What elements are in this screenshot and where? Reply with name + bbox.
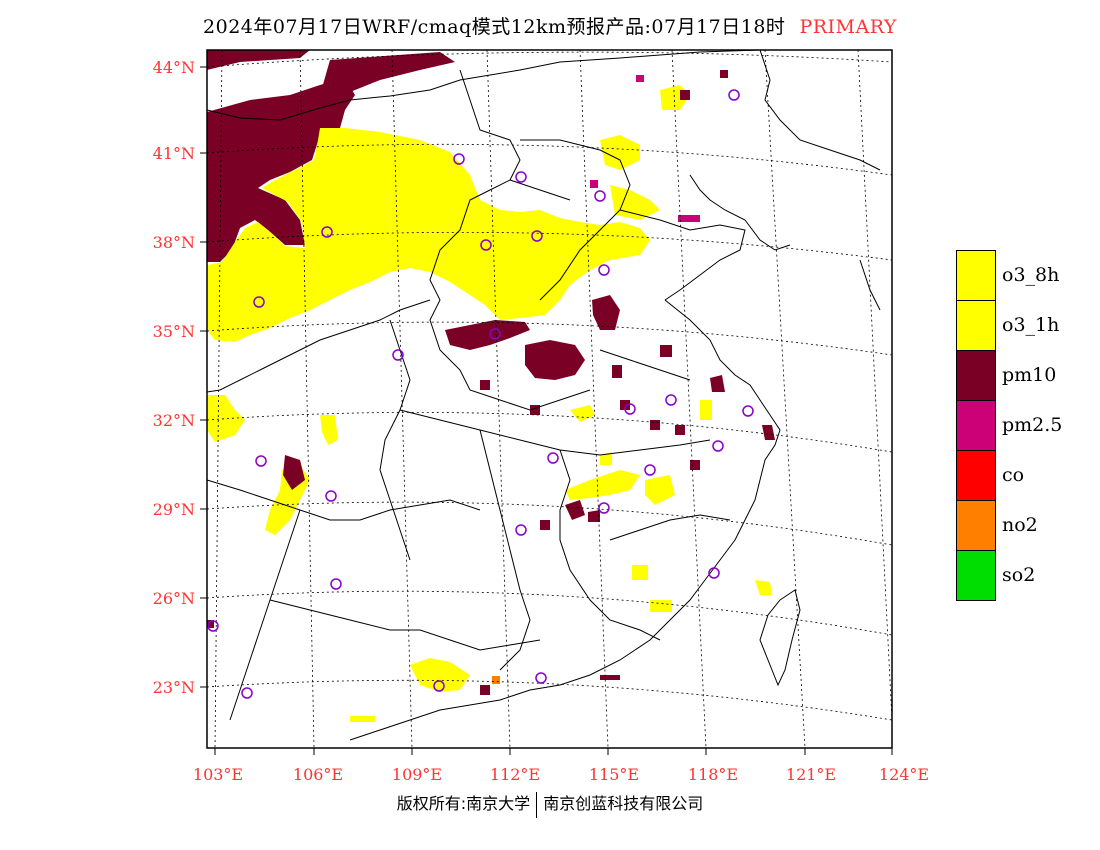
legend-label: o3_8h — [1002, 264, 1060, 286]
map-title: 2024年07月17日WRF/cmaq模式12km预报产品:07月17日18时 P… — [0, 12, 1100, 39]
legend-label: co — [1002, 464, 1025, 486]
lon-label: 115°E — [589, 765, 639, 784]
lat-label: 38°N — [153, 233, 195, 252]
legend-swatch — [956, 400, 996, 451]
lat-label: 41°N — [153, 144, 195, 163]
lat-label: 23°N — [153, 678, 195, 697]
legend-swatch — [956, 550, 996, 601]
no2-patches — [492, 676, 500, 684]
legend-label: so2 — [1002, 564, 1036, 586]
lat-label: 26°N — [153, 589, 195, 608]
lat-label: 32°N — [153, 411, 195, 430]
lon-label: 118°E — [688, 765, 738, 784]
lon-label: 121°E — [786, 765, 836, 784]
pm10-patches — [207, 70, 775, 695]
station-markers — [207, 89, 754, 699]
lat-label: 44°N — [153, 58, 195, 77]
lat-labels: 44°N 41°N 38°N 35°N 32°N 29°N 26°N 23°N — [153, 58, 195, 697]
map-frame — [206, 49, 893, 749]
boundary-lines — [206, 49, 881, 741]
lon-labels: 103°E 106°E 109°E 112°E 115°E 118°E 121°… — [193, 765, 929, 784]
lon-label: 106°E — [293, 765, 343, 784]
primary-tag: PRIMARY — [799, 16, 897, 38]
legend-swatch — [956, 300, 996, 351]
footer-divider — [536, 791, 538, 818]
pm2-5-patches — [590, 75, 700, 222]
pm10-region — [207, 50, 455, 262]
legend-swatch — [956, 250, 996, 301]
legend-label: pm2.5 — [1002, 414, 1063, 436]
copyright-footer: 版权所有:南京大学 南京创蓝科技有限公司 — [0, 790, 1100, 818]
graticule — [206, 49, 893, 749]
lat-label: 29°N — [153, 500, 195, 519]
lat-label: 35°N — [153, 322, 195, 341]
legend-label: pm10 — [1002, 364, 1057, 386]
lon-label: 112°E — [490, 765, 540, 784]
legend-label: no2 — [1002, 514, 1038, 536]
copyright-left: 版权所有:南京大学 — [396, 794, 531, 813]
lon-label: 109°E — [392, 765, 442, 784]
o3-region — [207, 85, 772, 722]
axis-ticks — [200, 66, 893, 755]
legend-swatch — [956, 500, 996, 551]
title-text: 2024年07月17日WRF/cmaq模式12km预报产品:07月17日18时 — [203, 16, 786, 38]
lon-label: 103°E — [193, 765, 243, 784]
legend-swatch — [956, 450, 996, 501]
lon-label: 124°E — [879, 765, 929, 784]
legend-swatch — [956, 350, 996, 401]
legend-label: o3_1h — [1002, 314, 1060, 336]
copyright-right: 南京创蓝科技有限公司 — [543, 794, 704, 813]
